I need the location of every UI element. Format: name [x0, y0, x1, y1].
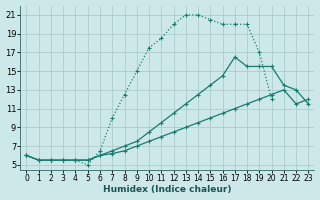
X-axis label: Humidex (Indice chaleur): Humidex (Indice chaleur): [103, 185, 232, 194]
